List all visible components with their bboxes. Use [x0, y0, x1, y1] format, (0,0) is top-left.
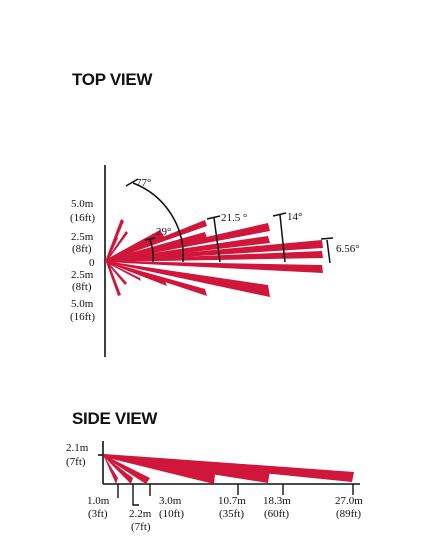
top-beam — [106, 219, 124, 260]
distance-label-3-0ft: (10ft) — [159, 508, 184, 520]
distance-label-10-7ft: (35ft) — [219, 508, 244, 520]
side-beam — [104, 455, 150, 484]
top-view-diagram: 5.0m (16ft) 2.5m (8ft) 0 2.5m (8ft) 5.0m… — [70, 165, 360, 357]
top-beam — [105, 261, 141, 281]
y-label-lower-near-m: 2.5m — [71, 269, 94, 281]
distance-label-18-3ft: (60ft) — [264, 508, 289, 520]
top-beam — [106, 237, 118, 262]
y-label-lower-far-m: 5.0m — [71, 298, 94, 310]
y-label-zero: 0 — [89, 257, 95, 269]
top-view-angle-arcs — [132, 182, 331, 264]
distance-label-1-0ft: (3ft) — [88, 508, 108, 520]
top-beam — [106, 261, 127, 285]
y-label-lower-far-ft: (16ft) — [70, 311, 95, 323]
side-view-diagram: 2.1m (7ft) 1.0m (3ft) 2.2m (7ft) 3.0m (1… — [66, 441, 363, 533]
side-beam — [104, 456, 133, 484]
top-beam — [105, 240, 323, 262]
distance-label-2-2ft: (7ft) — [131, 521, 151, 533]
distance-label-10-7m: 10.7m — [218, 495, 246, 507]
angle-tick — [272, 212, 287, 217]
side-view-beams — [104, 454, 354, 484]
side-beam — [104, 455, 215, 484]
distance-label-3-0m: 3.0m — [159, 495, 182, 507]
distance-label-1-0m: 1.0m — [87, 495, 110, 507]
angle-tick — [144, 237, 156, 241]
angle-marker-21-5 — [213, 217, 221, 263]
top-beam — [105, 261, 323, 273]
y-label-upper-near-m: 2.5m — [71, 231, 94, 243]
top-beam — [107, 231, 128, 260]
top-beam — [105, 223, 270, 262]
top-beam — [106, 261, 121, 296]
distance-label-2-2m: 2.2m — [129, 508, 152, 520]
distance-marker — [132, 484, 139, 506]
angle-arc-77 — [132, 182, 184, 263]
distance-label-18-3m: 18.3m — [263, 495, 291, 507]
angle-label-14: 14° — [287, 211, 302, 223]
top-beam — [105, 261, 167, 286]
angle-label-29: 29° — [156, 226, 171, 238]
height-label-ft: (7ft) — [66, 456, 86, 468]
top-beam — [105, 251, 323, 262]
angle-arc-29 — [149, 239, 154, 263]
side-beam — [104, 456, 118, 484]
distance-label-27-0m: 27.0m — [335, 495, 363, 507]
angle-label-77: 77° — [136, 177, 151, 189]
angle-tick — [320, 237, 334, 240]
top-beam — [105, 236, 270, 262]
angle-label-21-5: 21.5 ° — [221, 212, 247, 224]
y-label-upper-far-m: 5.0m — [71, 198, 94, 210]
angle-label-6-56: 6.56° — [336, 243, 360, 255]
top-view-beams — [105, 219, 323, 297]
y-label-lower-near-ft: (8ft) — [72, 281, 92, 293]
angle-marker-14 — [279, 214, 286, 263]
side-beam — [104, 455, 270, 483]
distance-label-27-0ft: (89ft) — [336, 508, 361, 520]
top-view-angle-ticks — [125, 178, 334, 241]
side-view-distance-markers — [117, 484, 354, 506]
top-beam — [105, 261, 270, 297]
top-beam — [105, 220, 207, 262]
angle-tick — [125, 178, 139, 187]
side-view-title: SIDE VIEW — [72, 409, 158, 428]
y-label-upper-far-ft: (16ft) — [70, 212, 95, 224]
angle-marker-6-56 — [326, 239, 331, 264]
top-view-title: TOP VIEW — [72, 70, 153, 89]
angle-tick — [206, 215, 221, 220]
height-label-m: 2.1m — [66, 442, 89, 454]
y-label-upper-near-ft: (8ft) — [72, 243, 92, 255]
